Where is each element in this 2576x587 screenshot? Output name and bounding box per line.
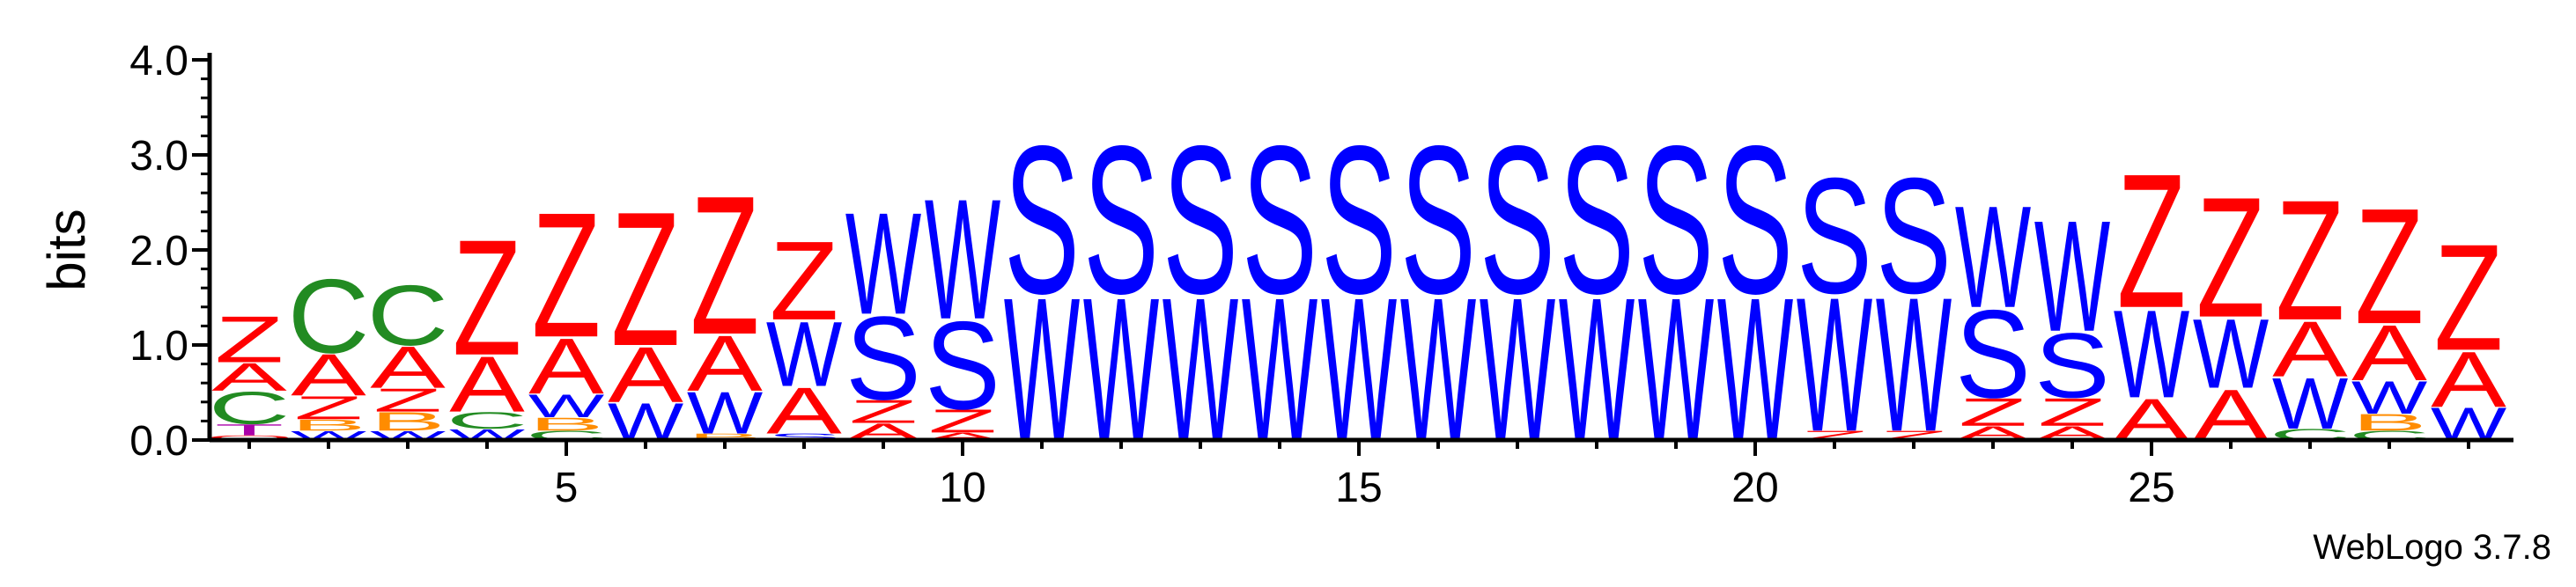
- logo-letter-S-pos-14: S: [1242, 102, 1318, 338]
- logo-letter-Z-pos-4: Z: [453, 207, 521, 391]
- logo-letter-Z-pos-7: Z: [690, 154, 759, 376]
- logo-letter-S-pos-18: S: [1559, 102, 1635, 338]
- logo-letter-Z-pos-26: Z: [2196, 162, 2265, 353]
- weblogo-credit: WebLogo 3.7.8: [2313, 528, 2551, 568]
- logo-letter-C-pos-3: C: [367, 268, 449, 364]
- logo-letter-S-pos-16: S: [1400, 102, 1476, 338]
- logo-letter-Z-pos-29: Z: [2434, 213, 2503, 383]
- logo-letter-W-pos-23: W: [1955, 176, 2031, 338]
- logo-letter-S-pos-22: S: [1876, 145, 1952, 329]
- x-tick-label-25: 25: [2128, 465, 2174, 511]
- y-tick-label-4: 4.0: [129, 38, 188, 84]
- logo-letter-Z-pos-25: Z: [2117, 133, 2186, 348]
- logo-letter-S-pos-21: S: [1797, 145, 1872, 329]
- logo-letter-Z-pos-5: Z: [532, 176, 601, 375]
- logo-letter-W-pos-9: W: [845, 183, 921, 345]
- x-tick-label-10: 10: [939, 465, 985, 511]
- logo-letter-W-pos-10: W: [925, 164, 1000, 356]
- logo-letter-S-pos-11: S: [1004, 102, 1080, 338]
- logo-letters: OTCAZWBZACWBZACWCAZCBWAZWAZBWAZSAWZAZSWA…: [205, 102, 2507, 484]
- logo-letter-Z-pos-27: Z: [2276, 165, 2344, 356]
- x-tick-label-5: 5: [555, 465, 579, 511]
- logo-letter-S-pos-19: S: [1638, 102, 1714, 338]
- logo-letter-S-pos-12: S: [1083, 102, 1159, 338]
- logo-letter-S-pos-15: S: [1321, 102, 1397, 338]
- logo-letter-C-pos-2: C: [288, 258, 370, 375]
- logo-letter-Z-pos-6: Z: [611, 172, 680, 386]
- y-tick-label-0: 0.0: [129, 418, 188, 465]
- logo-letter-Z-pos-8: Z: [770, 218, 838, 344]
- y-tick-label-3: 3.0: [129, 133, 188, 180]
- logo-letter-Z-pos-28: Z: [2355, 175, 2424, 359]
- y-tick-label-2: 2.0: [129, 228, 188, 275]
- y-tick-label-1: 1.0: [129, 323, 188, 370]
- logo-letter-S-pos-20: S: [1717, 102, 1793, 338]
- x-tick-label-20: 20: [1731, 465, 1778, 511]
- y-axis-title: bits: [37, 209, 96, 290]
- logo-letter-W-pos-24: W: [2034, 188, 2111, 364]
- logo-letter-S-pos-13: S: [1163, 102, 1238, 338]
- logo-letter-Z-pos-1: Z: [215, 303, 284, 376]
- x-tick-label-15: 15: [1335, 465, 1382, 511]
- logo-letter-S-pos-17: S: [1480, 102, 1555, 338]
